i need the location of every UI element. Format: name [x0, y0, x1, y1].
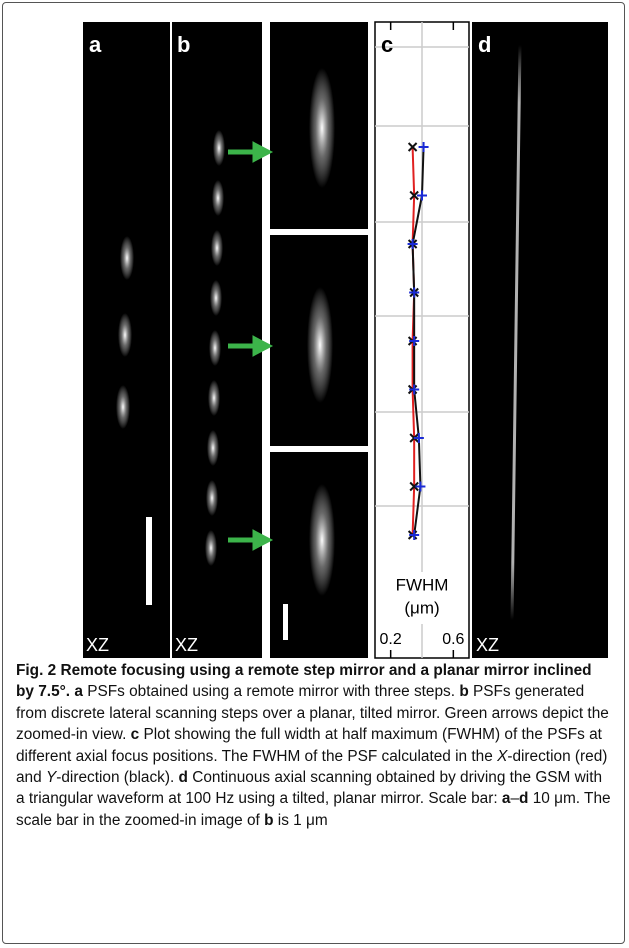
caption-run: d [519, 790, 528, 807]
caption-run: – [510, 790, 519, 807]
caption-run: b [459, 683, 468, 700]
psf-spot [118, 313, 132, 357]
caption-run: PSFs obtained using a remote mirror with… [83, 683, 459, 700]
zoom-psf [307, 287, 333, 403]
x-axis-unit: (μm) [404, 598, 439, 617]
zoom-psf [309, 484, 335, 596]
caption: Fig. 2 Remote focusing using a remote st… [16, 660, 612, 831]
caption-run: a [70, 683, 83, 700]
x-tick-label: 0.6 [442, 631, 464, 648]
x-tick-label: 0.2 [380, 631, 402, 648]
panel-label: b [177, 32, 190, 57]
zoom-psf [309, 68, 335, 188]
view-label: XZ [476, 635, 499, 655]
caption-run: is 1 μm [274, 812, 328, 829]
x-axis-label: FWHM [396, 575, 449, 594]
panel-d-image [472, 22, 608, 658]
caption-run: d [179, 769, 188, 786]
scale-bar [146, 517, 152, 605]
panel-label: a [89, 32, 102, 57]
view-label: XZ [86, 635, 109, 655]
caption-run: Y [46, 769, 56, 786]
caption-run: b [264, 812, 273, 829]
panel-label: c [381, 32, 393, 57]
page: {"figure": {"panel_labels": ["a", "b", "… [0, 0, 629, 948]
caption-run: c [131, 726, 140, 743]
image-panels [83, 22, 608, 658]
view-label: XZ [175, 635, 198, 655]
scale-bar [283, 604, 288, 640]
psf-spot [120, 236, 134, 280]
caption-run: X [497, 748, 507, 765]
caption-run: -direction (black). [56, 769, 178, 786]
psf-spot [116, 385, 130, 429]
figure: a b c d XZ XZ XZ FWHM (μm) 0.2 0.6 [0, 0, 629, 660]
panel-label: d [478, 32, 491, 57]
